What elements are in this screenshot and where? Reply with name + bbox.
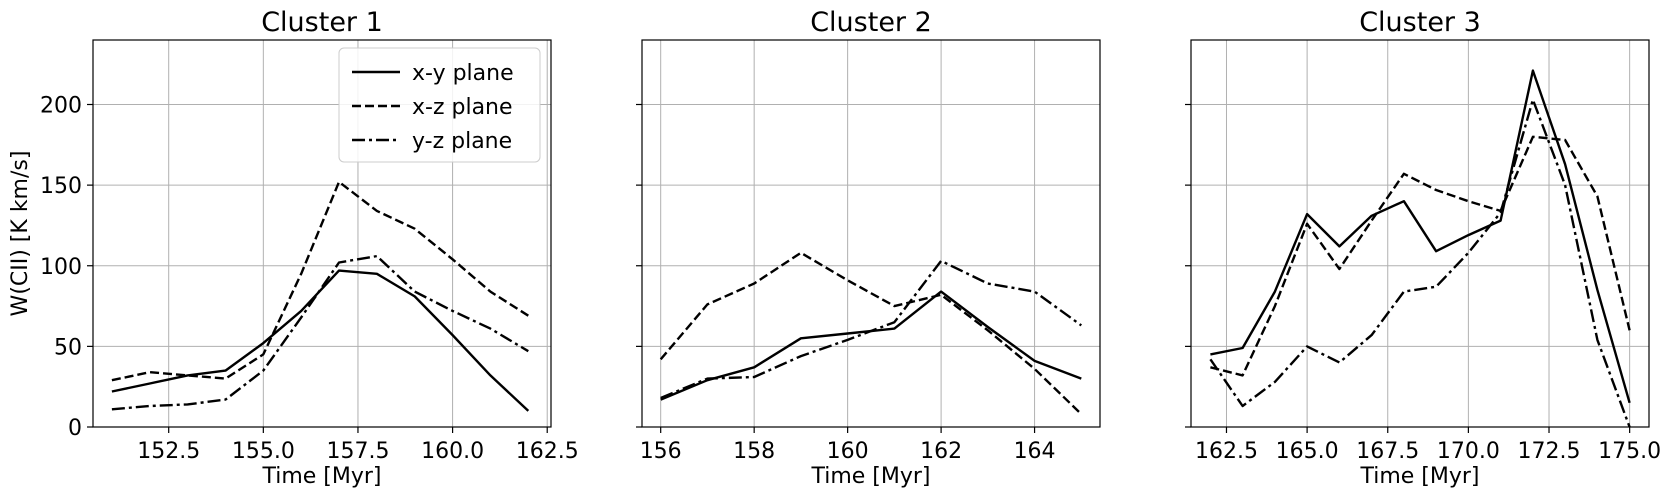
x-tick-label: 162.5	[516, 439, 579, 464]
legend-box	[338, 47, 541, 163]
x-tick-label: 170.0	[1437, 439, 1500, 464]
x-tick-label: 152.5	[137, 439, 200, 464]
legend-label: x-y plane	[412, 61, 514, 86]
plot-frame	[641, 39, 1101, 428]
series-line-dashed	[659, 251, 1083, 415]
plot-frame	[1190, 39, 1650, 428]
x-tick-label: 158	[733, 439, 775, 464]
x-tick-label: 165.0	[1276, 439, 1339, 464]
legend-label: y-z plane	[412, 129, 512, 154]
y-tick-label: 50	[54, 335, 82, 360]
x-tick-label: 156	[640, 439, 682, 464]
x-tick-label: 160.0	[421, 439, 484, 464]
y-axis-label: W(CII) [K km/s]	[8, 151, 33, 317]
x-tick-label: 167.5	[1356, 439, 1419, 464]
x-axis-label: Time [Myr]	[261, 464, 381, 489]
x-tick-label: 160	[827, 439, 869, 464]
series-line-dashdot	[1209, 98, 1631, 428]
chart-panel-2: 156 158 160 162 164 Cluster 2 Time [Myr]	[636, 7, 1101, 489]
plot-frame	[92, 39, 552, 428]
x-tick-label: 157.5	[326, 439, 389, 464]
x-tick-label: 164	[1014, 439, 1056, 464]
series-line-dashdot	[660, 259, 1083, 400]
legend-label: x-z plane	[412, 95, 513, 120]
x-tick-label: 162	[920, 439, 962, 464]
x-axis-label: Time [Myr]	[810, 464, 930, 489]
x-tick-label: 172.5	[1518, 439, 1581, 464]
chart-panel-3: 162.5 165.0 167.5 170.0 172.5 175.0 Cluster 3 T…	[1185, 7, 1661, 489]
series-line-dashdot	[111, 254, 529, 411]
series-line-dashed	[1210, 135, 1631, 377]
x-tick-label: 155.0	[232, 439, 295, 464]
y-tick-label: 150	[40, 174, 82, 199]
y-tick-label: 0	[68, 416, 82, 441]
series-line-solid	[1210, 69, 1631, 404]
series-line-dashed	[111, 180, 529, 382]
x-axis-label: Time [Myr]	[1359, 464, 1479, 489]
series-line-solid	[660, 290, 1082, 401]
x-tick-label: 162.5	[1195, 439, 1258, 464]
y-tick-label: 100	[40, 255, 82, 280]
chart-title: Cluster 1	[261, 7, 383, 38]
legend: x-y plane x-z plane y-z plane	[338, 47, 541, 163]
chart-title: Cluster 2	[810, 7, 932, 38]
x-tick-label: 175.0	[1598, 439, 1661, 464]
y-tick-label: 200	[40, 94, 82, 119]
chart-title: Cluster 3	[1359, 7, 1481, 38]
chart-panel-1: 152.5 155.0 157.5 160.0 162.5 0 50 100 150 200 Clu…	[8, 7, 579, 489]
